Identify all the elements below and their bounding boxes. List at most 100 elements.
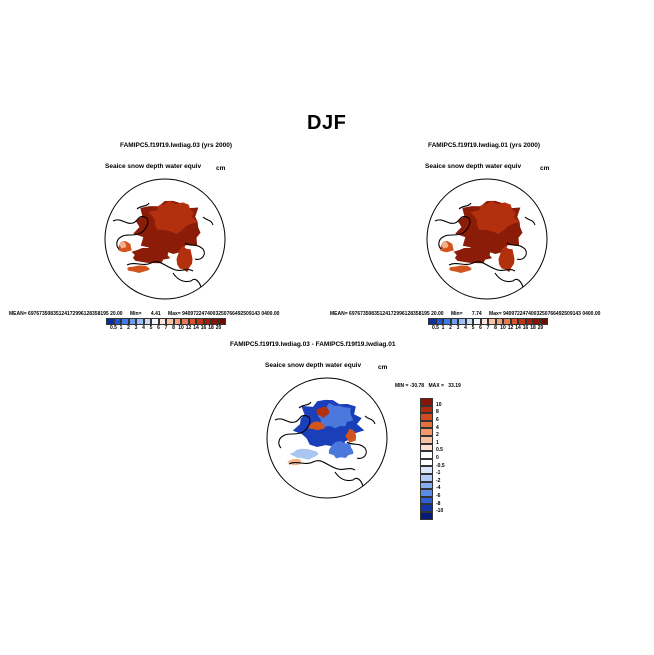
right-coastline [434, 216, 471, 250]
diff-diff-field [328, 441, 354, 459]
right-snow-field [453, 245, 493, 264]
right-colorbar-swatch [510, 318, 518, 325]
diff-colorbar-label: 0 [436, 454, 439, 461]
left-colorbar-label: 5 [149, 325, 153, 331]
diff-diff-field [289, 448, 319, 460]
left-snow-field [119, 241, 127, 249]
page-title: DJF [307, 112, 347, 134]
right-colorbar-label: 3 [456, 325, 460, 331]
diff-diff-field [345, 428, 357, 443]
right-colorbar-label: 14 [515, 325, 521, 331]
right-coastline [448, 261, 516, 272]
right-colorbar-swatch [488, 318, 496, 325]
diff-map-boundary [266, 377, 388, 499]
diff-colorbar-label: -2 [436, 477, 441, 484]
left-colorbar-swatch [113, 318, 121, 325]
diff-case-title: FAMIPC5.f19f19.lwdiag.03 - FAMIPC5.f19f1… [230, 341, 396, 348]
diff-colorbar-label: -4 [436, 485, 441, 492]
right-stats: MEAN= 69767350835124172996128358195 20.0… [330, 311, 600, 317]
right-colorbar-swatch [473, 318, 481, 325]
left-min-value: 4.41 [150, 311, 161, 317]
right-variable-label: Seaice snow depth water equiv [425, 163, 522, 170]
right-colorbar-label: 16 [522, 325, 529, 331]
right-colorbar-swatch [480, 318, 488, 325]
left-mean-label: MEAN= [9, 311, 27, 317]
left-colorbar-swatch [181, 318, 189, 325]
diff-coastline [274, 415, 311, 449]
left-colorbar-swatch [218, 318, 226, 325]
left-colorbar-label: 2 [127, 325, 130, 331]
left-coastline [172, 272, 202, 288]
right-colorbar-label: 8 [494, 325, 497, 331]
diff-colorbar-swatch [420, 420, 433, 429]
right-snow-field [449, 265, 472, 273]
left-colorbar-swatch [128, 318, 136, 325]
right-colorbar-swatch [540, 318, 548, 325]
right-min-label: Min= [450, 311, 463, 317]
diff-min-label: MIN = [395, 383, 409, 389]
left-polar-map [103, 177, 227, 301]
diff-colorbar-label: 0.5 [436, 447, 443, 454]
left-colorbar-swatch [158, 318, 166, 325]
diff-colorbar-swatch [420, 413, 433, 421]
left-colorbar-label: 1 [119, 325, 123, 331]
right-colorbar-label: 7 [486, 325, 490, 331]
left-max-value: 9409722474003250766492509143 0400.00 [182, 311, 280, 317]
left-colorbar-swatch [106, 318, 114, 325]
left-colorbar-label: 10 [178, 325, 184, 331]
left-map-boundary [104, 178, 226, 300]
left-coastline [136, 202, 214, 226]
left-colorbar-label: 0.5 [110, 325, 117, 331]
right-mean-value: 69767350835124172996128358195 20.00 [349, 311, 444, 317]
left-colorbar-swatch [136, 318, 144, 325]
diff-coastline [298, 401, 376, 425]
diff-colorbar-label: 8 [436, 409, 439, 416]
left-colorbar-label: 4 [142, 325, 145, 331]
right-colorbar-swatch [443, 318, 451, 325]
diff-colorbar-label: -0.5 [436, 462, 445, 469]
right-colorbar-swatch [518, 318, 526, 325]
left-colorbar-label: 20 [215, 325, 222, 331]
diff-colorbar-swatch [420, 473, 433, 482]
left-snow-field [148, 200, 198, 234]
right-coastline [458, 202, 536, 226]
left-colorbar-label: 6 [157, 325, 160, 331]
diff-map-field [274, 399, 376, 487]
left-colorbar-label: 12 [185, 325, 192, 331]
right-snow-field [470, 200, 520, 234]
diff-colorbar: 10 8 6 4 2 1 0.5 0 -0.5 -1 -2 -4 -6 -8 -10 [420, 398, 445, 520]
right-colorbar-swatch [465, 318, 473, 325]
left-max-label: Max= [168, 311, 181, 317]
left-colorbar-label: 3 [134, 325, 138, 331]
left-colorbar-swatch [166, 318, 174, 325]
right-mean-label: MEAN= [330, 311, 348, 317]
left-coastline [184, 242, 205, 260]
diff-colorbar-swatch [420, 405, 433, 414]
left-min-label: Min= [129, 311, 142, 317]
left-colorbar-label: 16 [200, 325, 207, 331]
left-colorbar-swatch [203, 318, 211, 325]
diff-coastline [334, 471, 364, 487]
diff-colorbar-swatch [420, 466, 433, 474]
left-variable-label: Seaice snow depth water equiv [105, 163, 202, 170]
right-colorbar-swatch [525, 318, 533, 325]
diff-colorbar-swatch [420, 496, 433, 505]
diff-colorbar-label: 4 [436, 424, 439, 431]
left-coastline [126, 261, 194, 272]
right-colorbar-swatch [435, 318, 443, 325]
left-colorbar-label: 18 [208, 325, 214, 331]
left-stats: MEAN= 69767350835124172996128358195 20.0… [9, 311, 279, 317]
right-max-value: 9409722474003250766492509143 0400.00 [503, 311, 601, 317]
right-colorbar-label: 5 [471, 325, 475, 331]
right-colorbar-swatch [533, 318, 541, 325]
diff-colorbar-label: -6 [436, 492, 441, 499]
diff-colorbar-label: -1 [436, 470, 441, 477]
diff-max-label: MAX = [428, 383, 444, 389]
diff-colorbar-label: 2 [436, 432, 439, 439]
left-colorbar-label: 14 [193, 325, 199, 331]
diff-variable-label: Seaice snow depth water equiv [265, 362, 362, 369]
right-snow-field [498, 246, 515, 273]
left-colorbar-swatch [151, 318, 159, 325]
diff-colorbar-swatch [420, 435, 433, 444]
right-units-label: cm [540, 165, 550, 172]
